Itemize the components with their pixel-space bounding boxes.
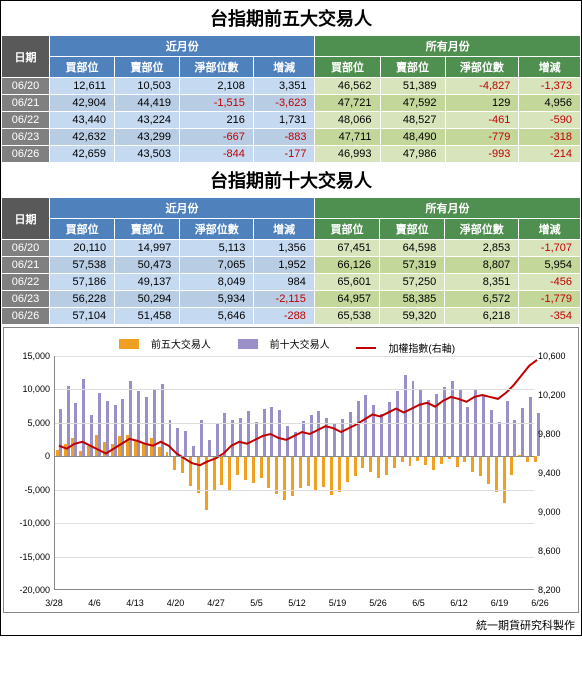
table-row: 06/23 56,22850,294 5,934-2,115 64,95758,… bbox=[2, 291, 581, 308]
legend-top5: 前五大交易人 bbox=[151, 336, 211, 351]
table-top10: 日期 近月份 所有月份 買部位賣部位淨部位數增減買部位賣部位淨部位數增減 06/… bbox=[1, 197, 581, 325]
table-row: 06/26 57,10451,458 5,646-288 65,53859,32… bbox=[2, 308, 581, 325]
legend-top10: 前十大交易人 bbox=[270, 336, 330, 351]
table-row: 06/20 20,11014,997 5,1131,356 67,45164,5… bbox=[2, 240, 581, 257]
legend-index: 加權指數(右軸) bbox=[388, 340, 455, 355]
hdr-date: 日期 bbox=[2, 198, 50, 240]
title-top5: 台指期前五大交易人 bbox=[1, 1, 581, 35]
table-row: 06/23 42,63243,299 -667-883 47,71148,490… bbox=[2, 129, 581, 146]
chart: 前五大交易人 前十大交易人 加權指數(右軸) -20,000-15,000-10… bbox=[3, 327, 579, 613]
hdr-all: 所有月份 bbox=[314, 198, 580, 219]
table-row: 06/22 57,18649,137 8,049984 65,60157,250… bbox=[2, 274, 581, 291]
plot-area bbox=[54, 356, 534, 590]
table-row: 06/26 42,65943,503 -844-177 46,99347,986… bbox=[2, 146, 581, 163]
hdr-all: 所有月份 bbox=[315, 36, 581, 57]
hdr-date: 日期 bbox=[2, 36, 50, 78]
footer: 統一期貨研究科製作 bbox=[1, 615, 581, 635]
table-row: 06/21 57,53850,473 7,0651,952 66,12657,3… bbox=[2, 257, 581, 274]
hdr-near: 近月份 bbox=[50, 36, 315, 57]
table-top5: 日期 近月份 所有月份 買部位賣部位淨部位數增減買部位賣部位淨部位數增減 06/… bbox=[1, 35, 581, 163]
legend: 前五大交易人 前十大交易人 加權指數(右軸) bbox=[8, 332, 574, 359]
table-row: 06/21 42,90444,419 -1,515-3,623 47,72147… bbox=[2, 95, 581, 112]
hdr-near: 近月份 bbox=[50, 198, 315, 219]
table-row: 06/22 43,44043,224 2161,731 48,06648,527… bbox=[2, 112, 581, 129]
index-line bbox=[59, 360, 537, 465]
title-top10: 台指期前十大交易人 bbox=[1, 163, 581, 197]
table-row: 06/20 12,61110,503 2,1083,351 46,56251,3… bbox=[2, 78, 581, 95]
report-container: 台指期前五大交易人 日期 近月份 所有月份 買部位賣部位淨部位數增減買部位賣部位… bbox=[0, 0, 582, 636]
